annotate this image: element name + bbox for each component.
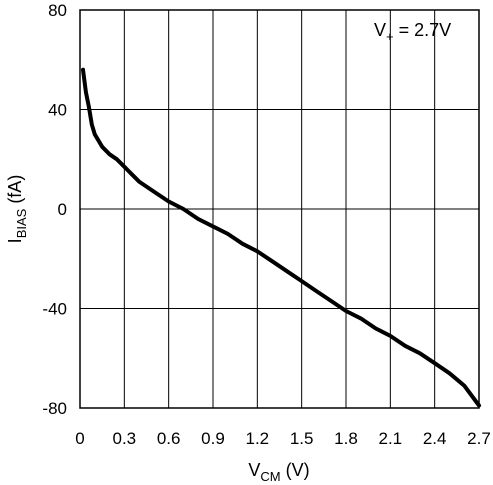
x-tick-label: 2.1 [379,429,403,448]
y-tick-label: 80 [48,1,67,20]
x-tick-label: 2.7 [467,429,491,448]
supply-voltage-annotation: V+ = 2.7V [374,20,451,44]
x-tick-label: 0.9 [201,429,225,448]
x-tick-labels: 0 0.3 0.6 0.9 1.2 1.5 1.8 2.1 2.4 2.7 [75,429,491,448]
grid-lines [80,10,479,408]
x-tick-label: 1.5 [290,429,314,448]
y-tick-labels: 80 40 0 -40 -80 [42,1,67,418]
y-tick-label: 0 [58,200,67,219]
y-tick-label: -80 [42,399,67,418]
y-tick-label: 40 [48,101,67,120]
y-axis-title: IBIAS (fA) [5,175,29,244]
series-line-ibias [81,67,481,408]
x-tick-label: 0.3 [113,429,137,448]
x-tick-label: 2.4 [423,429,447,448]
x-tick-label: 1.8 [334,429,358,448]
x-tick-label: 0 [75,429,84,448]
plot-frame [79,9,480,409]
y-tick-label: -40 [42,300,67,319]
x-axis-title: VCM (V) [248,460,309,484]
x-tick-label: 0.6 [157,429,181,448]
x-tick-label: 1.2 [246,429,270,448]
